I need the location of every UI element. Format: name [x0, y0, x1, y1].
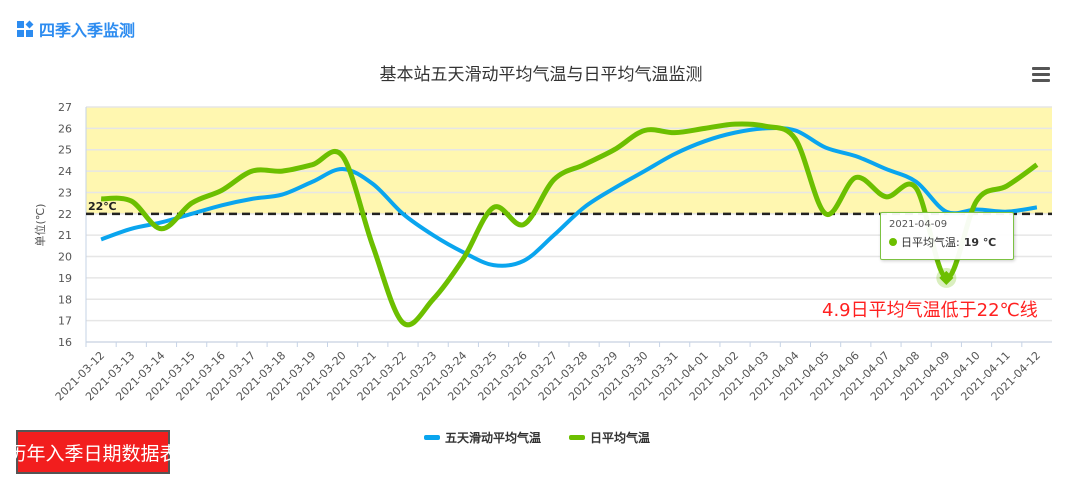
y-tick-label: 27: [58, 101, 72, 114]
tooltip: 2021-04-09 日平均气温: 19 ℃: [880, 212, 1014, 260]
annotation: 4.9日平均气温低于22℃线: [822, 300, 1038, 321]
series-line-daily-avg: [100, 121, 1039, 328]
dashboard-grid-icon: [17, 20, 34, 37]
legend-item[interactable]: 日平均气温: [590, 430, 650, 445]
section-title-text: 四季入季监测: [39, 21, 136, 40]
y-tick-label: 26: [58, 122, 72, 135]
legend-swatch: [424, 435, 440, 440]
history-data-table-button[interactable]: 历年入季日期数据表: [8, 430, 179, 474]
threshold-band: [86, 107, 1052, 214]
y-tick-label: 19: [58, 272, 72, 285]
threshold-label: 22℃: [88, 200, 117, 213]
y-axis-label: 单位(℃): [33, 204, 47, 247]
y-tick-label: 21: [58, 229, 72, 242]
legend-swatch: [569, 435, 585, 440]
section-title: 四季入季监测: [17, 17, 135, 41]
y-tick-label: 23: [58, 186, 72, 199]
y-tick-label: 24: [58, 165, 72, 178]
tooltip-series: 日平均气温: [901, 236, 956, 249]
chart-title: 基本站五天滑动平均气温与日平均气温监测: [380, 65, 703, 85]
tooltip-series-wrap: 日平均气温:: [901, 234, 960, 250]
series-dot-icon: [889, 238, 897, 246]
series-line-five-day-avg: [100, 126, 1038, 268]
hamburger-menu-icon[interactable]: [1032, 67, 1050, 85]
tooltip-date: 2021-04-09: [889, 219, 948, 230]
highlight-point: [939, 270, 954, 285]
tooltip-value: 19 ℃: [963, 235, 997, 249]
y-tick-label: 16: [58, 336, 72, 349]
legend-item[interactable]: 五天滑动平均气温: [445, 430, 541, 445]
y-tick-label: 18: [58, 293, 72, 306]
y-tick-label: 25: [58, 144, 72, 157]
y-tick-label: 22: [58, 208, 72, 221]
y-tick-label: 17: [58, 315, 72, 328]
y-tick-label: 20: [58, 251, 72, 264]
tooltip-sep: :: [956, 236, 960, 249]
